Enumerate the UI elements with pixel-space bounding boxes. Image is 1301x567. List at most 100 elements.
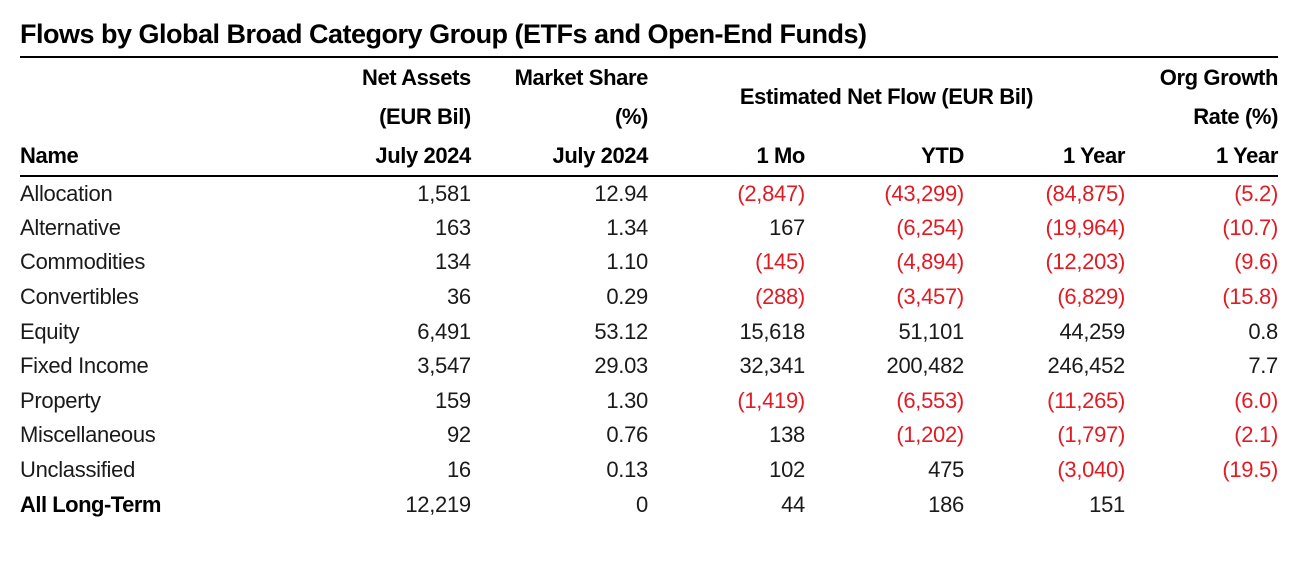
col-header-org-growth-period: 1 Year	[1124, 136, 1278, 177]
table-row: Equity 6,491 53.12 15,618 51,101 44,259 …	[20, 314, 1278, 349]
table-row: Fixed Income 3,547 29.03 32,341 200,482 …	[20, 349, 1278, 384]
cell-net-assets: 6,491	[417, 318, 471, 344]
group-header-net-assets-line1: Net Assets	[361, 64, 471, 90]
flows-table: Net Assets Market Share Estimated Net Fl…	[20, 58, 1278, 522]
cell-name: Equity	[20, 318, 80, 344]
cell-market-share: 12.94	[594, 180, 648, 206]
cell-name: Property	[20, 387, 101, 413]
cell-market-share: 0.13	[606, 457, 648, 483]
col-header-net-assets-period: July 2024	[239, 136, 471, 177]
table-row: Unclassified 16 0.13 102 475 (3,040) (19…	[20, 453, 1278, 488]
col-header-flow-ytd: YTD	[804, 136, 964, 177]
cell-org-growth: (2.1)	[1234, 422, 1278, 448]
col-header-flow-1mo: 1 Mo	[647, 136, 805, 177]
cell-name: Allocation	[20, 180, 113, 206]
cell-net-assets: 163	[435, 214, 471, 240]
cell-flow-1yr: (6,829)	[1057, 284, 1125, 310]
cell-flow-ytd: 200,482	[886, 353, 965, 379]
cell-flow-1mo: (145)	[755, 249, 805, 275]
table-row: Miscellaneous 92 0.76 138 (1,202) (1,797…	[20, 418, 1278, 453]
col-header-market-share-period: July 2024	[470, 136, 648, 177]
table-body: Allocation 1,581 12.94 (2,847) (43,299) …	[20, 176, 1278, 522]
cell-flow-1yr: (12,203)	[1045, 249, 1125, 275]
col-header-flow-1yr: 1 Year	[963, 136, 1125, 177]
cell-net-assets: 12,219	[405, 491, 471, 517]
table-header: Net Assets Market Share Estimated Net Fl…	[20, 58, 1279, 177]
cell-net-assets: 36	[446, 284, 471, 310]
group-header-estimated-net-flow: Estimated Net Flow (EUR Bil)	[739, 84, 1034, 109]
cell-flow-ytd: 51,101	[898, 318, 964, 344]
cell-name: All Long-Term	[20, 491, 161, 517]
cell-flow-ytd: (4,894)	[896, 249, 964, 275]
cell-market-share: 1.34	[606, 214, 648, 240]
header-name-spacer	[20, 58, 239, 136]
cell-flow-ytd: 475	[928, 457, 964, 483]
table-row-total: All Long-Term 12,219 0 44 186 151	[20, 487, 1278, 522]
cell-flow-ytd: 186	[928, 491, 964, 517]
cell-org-growth: (10.7)	[1222, 214, 1278, 240]
cell-flow-1yr: (84,875)	[1045, 180, 1125, 206]
cell-flow-1yr: (1,797)	[1057, 422, 1125, 448]
col-header-name: Name	[20, 136, 240, 177]
cell-flow-1yr: 44,259	[1059, 318, 1125, 344]
cell-flow-1yr: 151	[1089, 491, 1125, 517]
cell-market-share: 53.12	[594, 318, 648, 344]
group-header-market-share-line2: (%)	[614, 103, 648, 129]
header-column-row: Name July 2024 July 2024 1 Mo YTD 1 Year…	[20, 136, 1278, 177]
cell-market-share: 1.10	[606, 249, 648, 275]
cell-market-share: 1.30	[606, 387, 648, 413]
cell-org-growth: 0.8	[1248, 318, 1278, 344]
header-group-row-2: (EUR Bil) (%) Rate (%)	[20, 97, 1278, 136]
cell-net-assets: 92	[446, 422, 471, 448]
table-row: Convertibles 36 0.29 (288) (3,457) (6,82…	[20, 280, 1278, 315]
cell-name: Alternative	[20, 214, 121, 240]
cell-flow-ytd: (6,553)	[896, 387, 964, 413]
cell-market-share: 29.03	[594, 353, 648, 379]
cell-name: Unclassified	[20, 457, 136, 483]
cell-name: Miscellaneous	[20, 422, 156, 448]
cell-org-growth: (19.5)	[1222, 457, 1278, 483]
cell-name: Convertibles	[20, 284, 139, 310]
cell-flow-1yr: (11,265)	[1047, 387, 1125, 413]
cell-org-growth: (5.2)	[1234, 180, 1278, 206]
cell-net-assets: 16	[446, 457, 471, 483]
cell-flow-1mo: (1,419)	[737, 387, 805, 413]
cell-flow-ytd: (6,254)	[896, 214, 964, 240]
cell-net-assets: 134	[435, 249, 471, 275]
cell-net-assets: 159	[435, 387, 471, 413]
page-title: Flows by Global Broad Category Group (ET…	[20, 14, 1278, 58]
cell-flow-1mo: 102	[769, 457, 805, 483]
cell-org-growth	[1125, 487, 1278, 522]
cell-org-growth: (9.6)	[1234, 249, 1278, 275]
report-page: Flows by Global Broad Category Group (ET…	[20, 14, 1278, 522]
cell-flow-1yr: (19,964)	[1045, 214, 1125, 240]
cell-flow-1yr: (3,040)	[1057, 457, 1125, 483]
cell-market-share: 0	[636, 491, 648, 517]
cell-org-growth: (15.8)	[1222, 284, 1278, 310]
cell-name: Fixed Income	[20, 353, 149, 379]
cell-flow-1mo: 32,341	[739, 353, 805, 379]
cell-net-assets: 3,547	[417, 353, 471, 379]
cell-market-share: 0.29	[606, 284, 648, 310]
cell-flow-1mo: 15,618	[739, 318, 805, 344]
cell-flow-ytd: (1,202)	[896, 422, 964, 448]
table-row: Property 159 1.30 (1,419) (6,553) (11,26…	[20, 384, 1278, 419]
cell-org-growth: 7.7	[1248, 353, 1278, 379]
cell-org-growth: (6.0)	[1234, 387, 1278, 413]
cell-market-share: 0.76	[606, 422, 648, 448]
cell-flow-1mo: 167	[769, 214, 805, 240]
cell-flow-1mo: (2,847)	[737, 180, 805, 206]
cell-flow-1mo: (288)	[755, 284, 805, 310]
header-group-row-1: Net Assets Market Share Estimated Net Fl…	[20, 58, 1279, 110]
group-header-net-assets-line2: (EUR Bil)	[379, 103, 471, 129]
group-header-market-share-line1: Market Share	[514, 64, 649, 90]
table-row: Allocation 1,581 12.94 (2,847) (43,299) …	[20, 176, 1278, 211]
cell-flow-1yr: 246,452	[1047, 353, 1126, 379]
cell-flow-1mo: 138	[769, 422, 805, 448]
cell-flow-1mo: 44	[781, 491, 805, 517]
table-row: Commodities 134 1.10 (145) (4,894) (12,2…	[20, 245, 1278, 280]
cell-net-assets: 1,581	[417, 180, 471, 206]
cell-flow-ytd: (3,457)	[896, 284, 964, 310]
group-header-org-growth-line1: Org Growth	[1159, 64, 1279, 90]
cell-name: Commodities	[20, 249, 146, 275]
